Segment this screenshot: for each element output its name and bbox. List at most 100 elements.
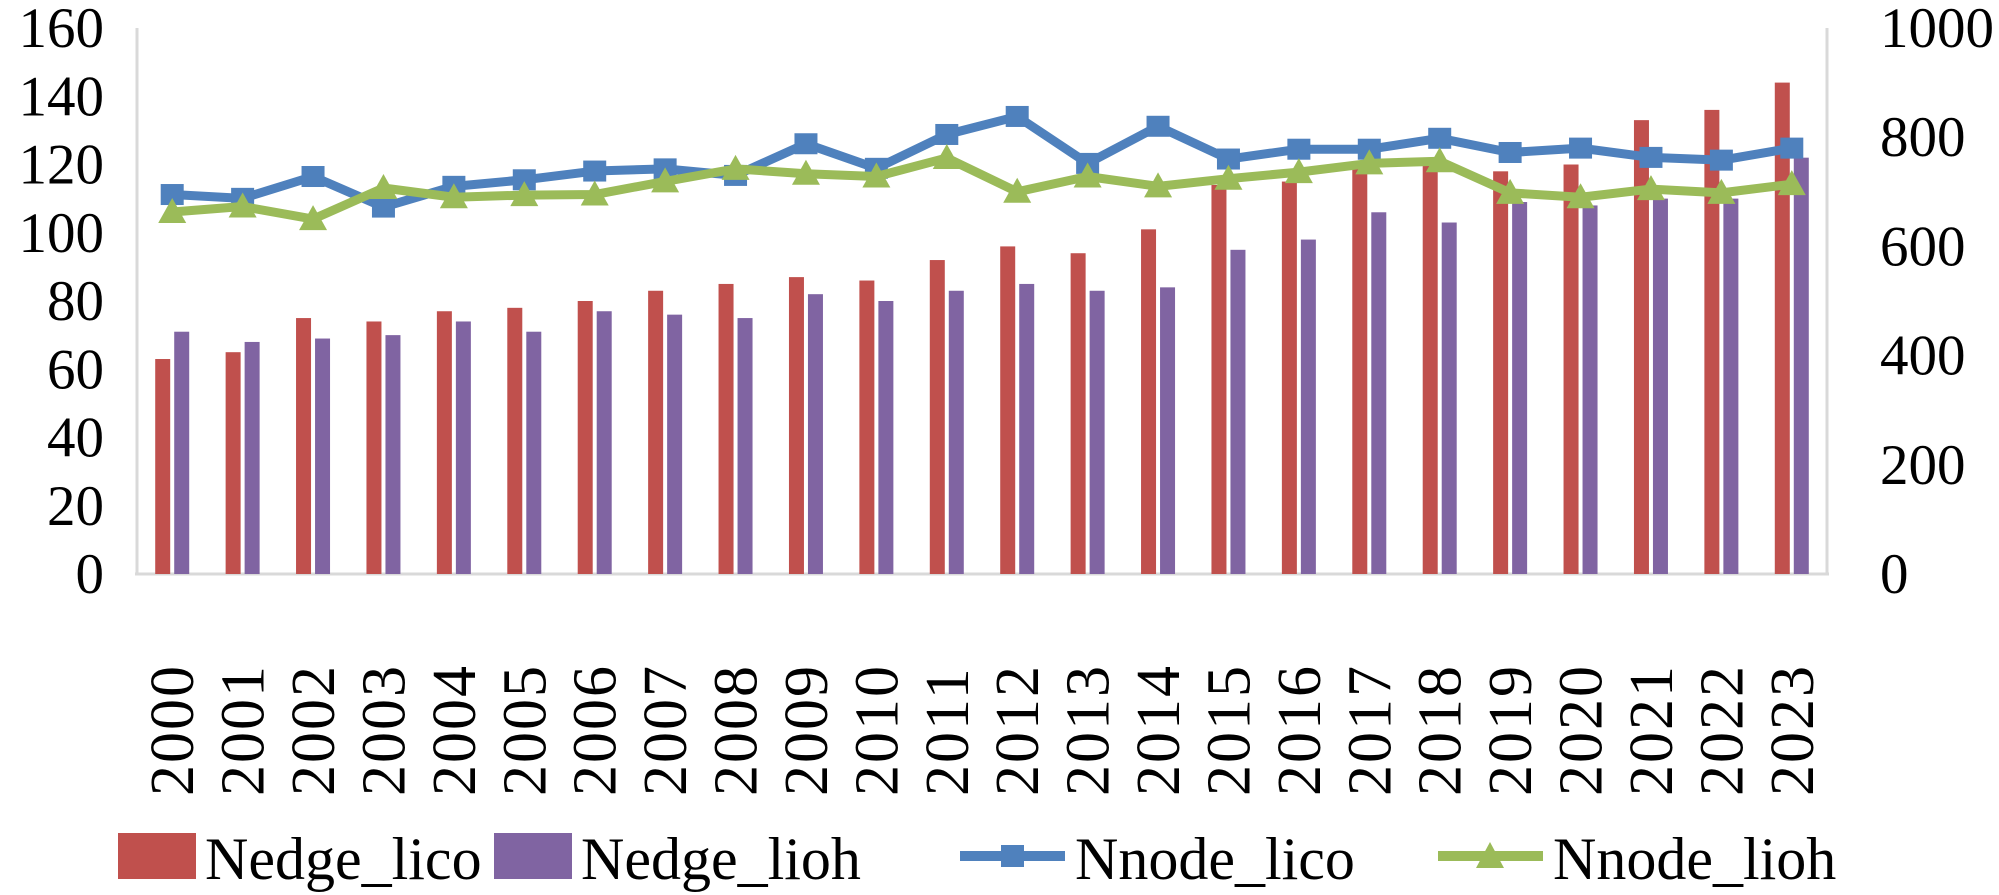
bar-nedge_lico-2017: [1352, 167, 1368, 574]
y-axis-right-tick-label: 400: [1880, 325, 1966, 388]
marker-nnode_lioh-2019: [1496, 178, 1525, 204]
x-axis-label: 2010: [843, 664, 911, 796]
marker-nnode_lico-2003: [371, 196, 395, 218]
x-axis-label: 2001: [210, 664, 278, 796]
bar-nedge_lico-2016: [1281, 181, 1297, 574]
legend-item-nedge-lico: Nedge_lico: [118, 826, 482, 892]
marker-nnode_lioh-2000: [158, 198, 187, 224]
marker-nnode_lioh-2021: [1636, 175, 1665, 201]
marker-nnode_lico-2020: [1569, 137, 1593, 159]
marker-nnode_lico-2000: [160, 184, 184, 206]
x-axis-label: 2023: [1759, 664, 1827, 796]
legend-item-nnode-lioh: Nnode_lioh: [1438, 826, 1836, 892]
bar-nedge_lioh-2000: [174, 331, 190, 574]
marker-nnode_lioh-2010: [862, 162, 891, 188]
bar-nedge_lico-2022: [1704, 109, 1720, 575]
bar-nedge_lico-2004: [436, 311, 452, 574]
marker-nnode_lioh-2012: [1003, 177, 1032, 203]
x-axis-label: 2011: [914, 666, 982, 796]
plot-area: 0204060801001201401600200400600800100020…: [19, 0, 1995, 796]
legend-label-nnode-lioh: Nnode_lioh: [1553, 826, 1836, 892]
x-axis-label: 2005: [491, 664, 559, 796]
x-axis-label: 2013: [1055, 664, 1123, 796]
bar-nedge_lioh-2015: [1230, 249, 1246, 574]
marker-nnode_lico-2002: [301, 166, 325, 188]
bar-nedge_lioh-2002: [315, 338, 331, 574]
y-axis-left-tick-label: 120: [19, 134, 105, 197]
x-axis-label: 2021: [1618, 664, 1686, 796]
y-axis-left-tick-label: 80: [47, 270, 104, 333]
marker-nnode_lico-2011: [935, 123, 959, 145]
y-axis-right-tick-label: 200: [1880, 434, 1966, 497]
nedge-lico-swatch-icon: [118, 833, 196, 879]
bar-nedge_lioh-2021: [1652, 198, 1668, 574]
bar-nedge_lioh-2011: [948, 290, 964, 574]
marker-nnode_lico-2016: [1287, 138, 1311, 160]
bar-nedge_lico-2023: [1774, 82, 1790, 574]
y-axis-left-tick-label: 100: [19, 202, 105, 265]
marker-nnode_lico-2015: [1216, 148, 1240, 170]
legend-label-nedge-lioh: Nedge_lioh: [581, 826, 861, 892]
legend-item-nedge-lioh: Nedge_lioh: [494, 826, 861, 892]
x-axis-label: 2007: [632, 664, 700, 796]
marker-nnode_lico-2022: [1709, 149, 1733, 171]
legend-item-nnode-lico: Nnode_lico: [960, 826, 1355, 892]
marker-nnode_lioh-2018: [1425, 147, 1454, 173]
bar-nedge_lioh-2006: [596, 311, 612, 574]
bar-nedge_lioh-2014: [1160, 287, 1176, 574]
bar-nedge_lioh-2022: [1723, 198, 1739, 574]
bar-nedge_lico-2020: [1563, 164, 1579, 574]
marker-nnode_lico-2017: [1357, 138, 1381, 160]
bar-nedge_lioh-2001: [244, 341, 260, 574]
nedge-lioh-swatch-icon: [494, 833, 572, 879]
bar-nedge_lioh-2018: [1441, 222, 1457, 574]
x-axis-label: 2014: [1125, 664, 1193, 796]
line-nnode_lico: [167, 111, 1797, 212]
line-nnode_lioh: [167, 153, 1797, 224]
bar-nedge_lioh-2005: [526, 331, 542, 574]
y-axis-right-tick-label: 0: [1880, 543, 1909, 606]
y-axis-left-tick-label: 20: [47, 475, 104, 538]
marker-nnode_lioh-2005: [510, 181, 539, 207]
x-axis-label: 2008: [703, 664, 771, 796]
marker-nnode_lioh-2023: [1777, 170, 1806, 196]
marker-nnode_lico-2021: [1639, 146, 1663, 168]
marker-nnode_lioh-2016: [1284, 158, 1313, 184]
bar-nedge_lico-2011: [929, 260, 945, 574]
marker-nnode_lioh-2009: [791, 159, 820, 185]
bar-nedge_lico-2018: [1422, 164, 1438, 574]
bar-nedge_lico-2000: [155, 359, 171, 574]
bar-nedge_lico-2009: [788, 277, 804, 574]
x-axis-label: 2006: [562, 664, 630, 796]
marker-nnode_lico-2009: [794, 133, 818, 155]
y-axis-left-tick-label: 60: [47, 338, 104, 401]
marker-nnode_lico-2012: [1005, 105, 1029, 127]
bar-nedge_lico-2005: [507, 307, 523, 574]
x-axis-label: 2022: [1688, 664, 1756, 796]
bar-nedge_lico-2008: [718, 283, 734, 574]
marker-nnode_lioh-2017: [1355, 149, 1384, 175]
marker-nnode_lico-2023: [1780, 137, 1804, 159]
bar-nedge_lioh-2013: [1089, 290, 1105, 574]
x-axis-label: 2020: [1548, 664, 1616, 796]
marker-nnode_lioh-2013: [1073, 162, 1102, 188]
x-axis-label: 2016: [1266, 664, 1334, 796]
bar-nedge_lico-2012: [1000, 246, 1016, 574]
marker-nnode_lioh-2014: [1144, 172, 1173, 198]
marker-nnode_lico-2006: [583, 160, 607, 182]
nnode-lico-marker-icon: [1001, 845, 1024, 867]
bar-nedge_lioh-2007: [667, 314, 683, 574]
bar-nedge_lico-2001: [225, 352, 241, 574]
bar-nedge_lioh-2008: [737, 318, 753, 574]
marker-nnode_lico-2014: [1146, 115, 1170, 137]
y-axis-right-tick-label: 1000: [1880, 0, 1994, 60]
legend: Nedge_lico Nedge_lioh Nnode_lico Nnode_l…: [118, 826, 1836, 892]
x-axis-label: 2002: [280, 664, 348, 796]
y-axis-left-tick-label: 40: [47, 407, 104, 470]
marker-nnode_lioh-2002: [299, 205, 328, 231]
bar-nedge_lioh-2020: [1582, 205, 1598, 574]
y-axis-right-tick-label: 800: [1880, 106, 1966, 169]
bar-nedge_lico-2010: [859, 280, 875, 574]
